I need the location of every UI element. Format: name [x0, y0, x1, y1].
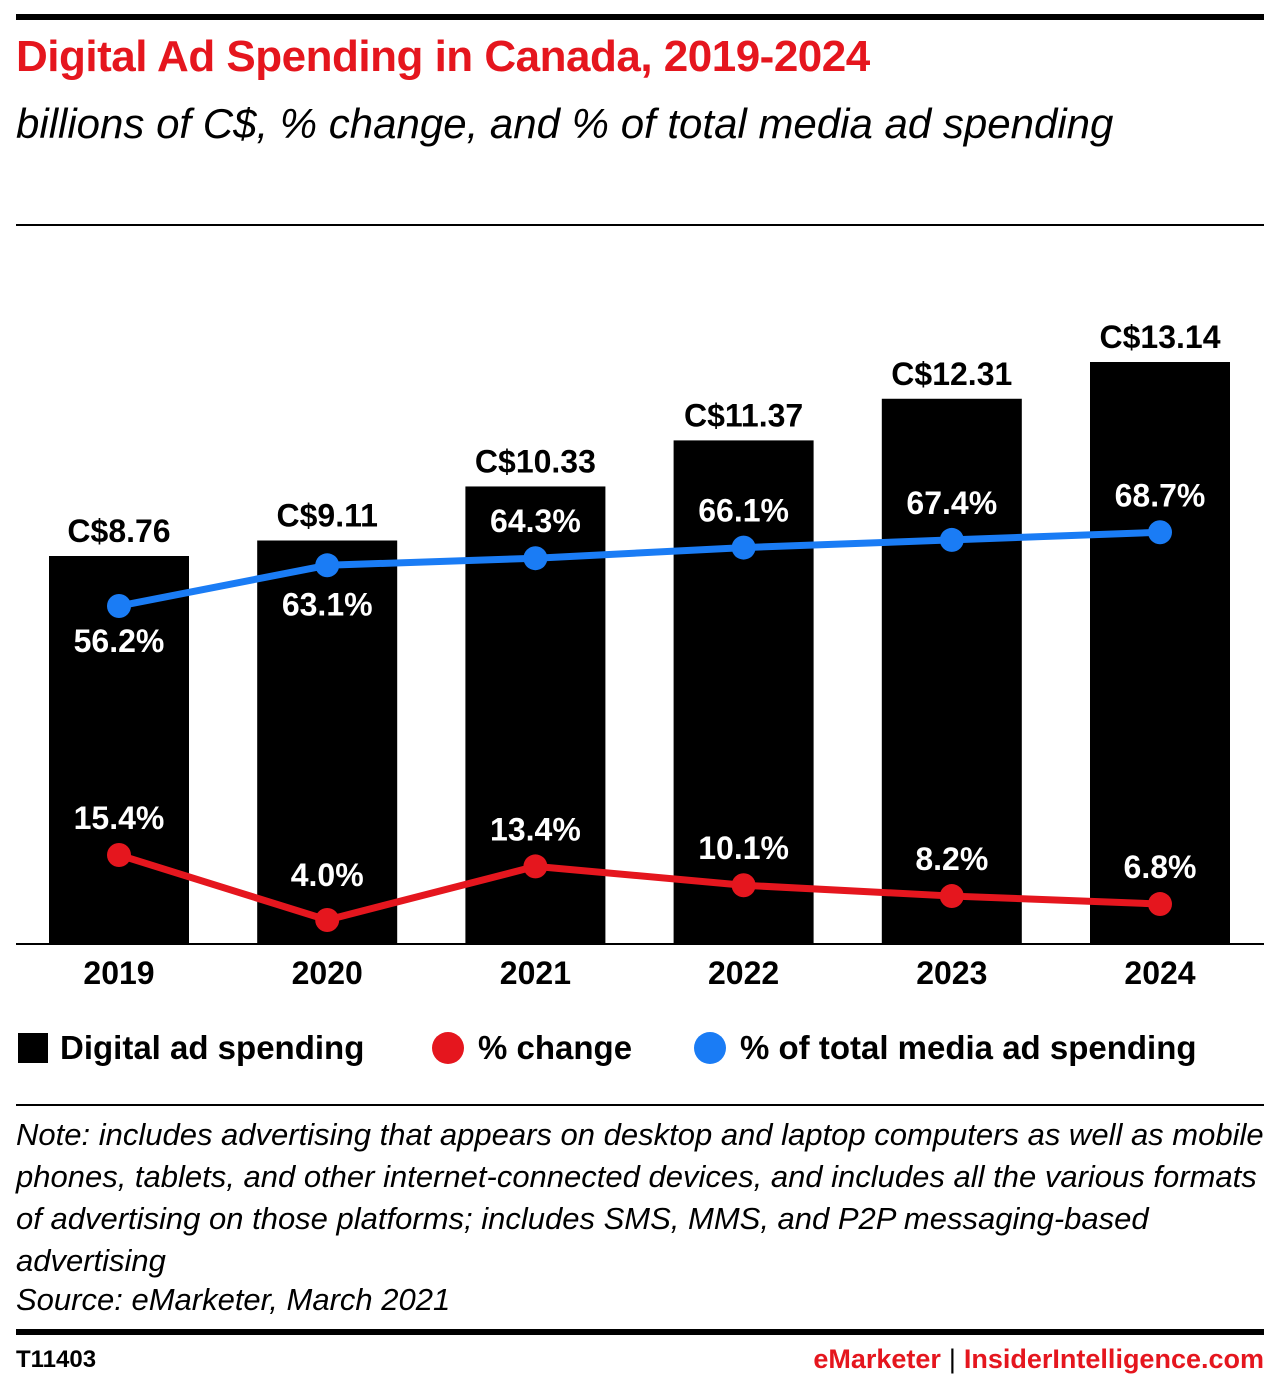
legend-swatch-red-dot — [432, 1032, 464, 1064]
chart-subtitle: billions of C$, % change, and % of total… — [16, 100, 1114, 147]
change-label: 10.1% — [698, 830, 789, 866]
bar-2022 — [673, 440, 814, 944]
share-point-2022 — [731, 535, 756, 560]
legend-label: % of total media ad spending — [740, 1029, 1197, 1066]
share-line — [118, 528, 1161, 610]
legend-label: Digital ad spending — [60, 1029, 365, 1066]
brand-emarketer[interactable]: eMarketer — [813, 1344, 941, 1374]
labels-layer: C$8.76 C$9.11 C$10.33 C$11.37 C$12.31 C$13.14… — [67, 319, 1220, 893]
footnote: Note: includes advertising that appears … — [16, 1117, 1264, 1278]
share-label: 64.3% — [490, 503, 581, 539]
share-label: 56.2% — [74, 623, 165, 659]
share-point-2023 — [939, 527, 964, 552]
bar-value-label: C$11.37 — [684, 397, 803, 433]
header-rule — [16, 224, 1264, 226]
share-label: 63.1% — [282, 586, 373, 622]
change-point-2022 — [731, 873, 756, 898]
chart-canvas: C$8.76 C$9.11 C$10.33 C$11.37 C$12.31 C$13.14… — [16, 319, 1264, 991]
chart-title: Digital Ad Spending in Canada, 2019-2024 — [16, 32, 870, 81]
change-point-2019 — [107, 843, 131, 868]
legend-item-digital-ad-spending: Digital ad spending — [18, 1026, 364, 1070]
lines-layer — [107, 520, 1172, 932]
share-point-2021 — [523, 546, 548, 571]
change-label: 6.8% — [1124, 849, 1197, 885]
brand-separator: | — [948, 1344, 956, 1374]
x-tick-labels: 2019 2020 2021 2022 2023 2024 — [83, 955, 1195, 991]
bar-2024 — [1090, 362, 1230, 944]
x-tick-label: 2022 — [708, 955, 779, 991]
source-line: Source: eMarketer, March 2021 — [16, 1282, 451, 1317]
bar-value-label: C$8.76 — [67, 513, 170, 549]
change-label: 4.0% — [291, 857, 364, 893]
x-tick-label: 2019 — [83, 955, 154, 991]
bar-2020 — [257, 540, 398, 944]
share-point-2024 — [1148, 520, 1172, 545]
x-tick-label: 2021 — [500, 955, 571, 991]
bar-value-label: C$10.33 — [475, 443, 596, 479]
legend-swatch-blue-dot — [694, 1032, 726, 1064]
footer-rule — [16, 1104, 1264, 1106]
bars-layer — [49, 362, 1230, 944]
change-point-2020 — [315, 908, 340, 932]
bar-value-label: C$12.31 — [891, 356, 1012, 392]
share-point-2020 — [315, 553, 340, 578]
change-line — [117, 851, 1161, 924]
x-tick-label: 2023 — [916, 955, 987, 991]
change-point-2023 — [939, 884, 964, 909]
change-point-2024 — [1148, 892, 1172, 917]
legend-label: % change — [478, 1029, 633, 1066]
chart-id: T11403 — [16, 1346, 97, 1373]
change-label: 15.4% — [74, 800, 165, 836]
bar-2023 — [881, 398, 1022, 944]
share-point-2019 — [107, 594, 131, 618]
share-label: 67.4% — [906, 485, 997, 521]
brand-credit: eMarketer | InsiderIntelligence.com — [813, 1344, 1264, 1375]
top-rule — [16, 14, 1264, 20]
change-label: 13.4% — [490, 811, 581, 847]
legend-item-percent-total: % of total media ad spending — [694, 1026, 1197, 1070]
brand-insider-link[interactable]: InsiderIntelligence.com — [963, 1344, 1264, 1374]
x-tick-label: 2020 — [292, 955, 363, 991]
bar-value-label: C$9.11 — [276, 497, 377, 533]
x-tick-label: 2024 — [1124, 955, 1195, 991]
change-point-2021 — [523, 854, 548, 879]
share-label: 68.7% — [1115, 477, 1206, 513]
legend-item-percent-change: % change — [432, 1026, 632, 1070]
bottom-rule — [16, 1329, 1264, 1335]
change-label: 8.2% — [915, 841, 988, 877]
bar-2019 — [49, 556, 189, 944]
legend-swatch-bar — [18, 1033, 48, 1063]
bar-value-label: C$13.14 — [1100, 319, 1221, 355]
share-label: 66.1% — [698, 493, 789, 529]
